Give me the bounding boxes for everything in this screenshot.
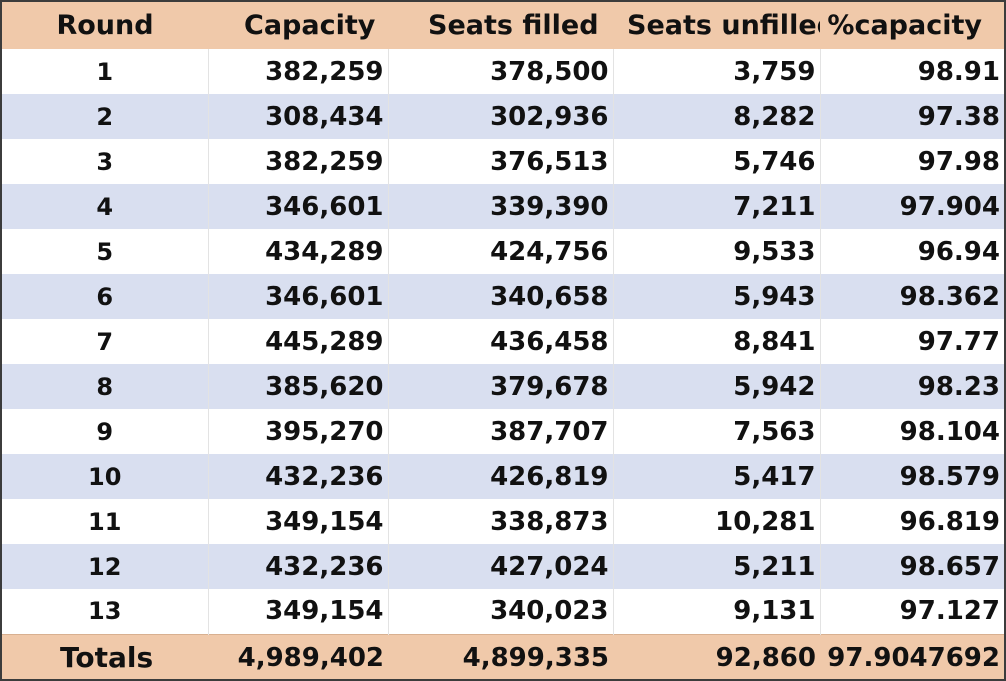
cell-percent-capacity: 96.94 — [819, 229, 1004, 274]
cell-seats-unfilled: 10,281 — [612, 499, 820, 544]
cell-seats-filled: 426,819 — [387, 454, 613, 499]
cell-seats-unfilled: 5,417 — [612, 454, 820, 499]
header-round: Round — [2, 2, 208, 49]
cell-round: 2 — [2, 94, 208, 139]
cell-seats-filled: 302,936 — [387, 94, 613, 139]
cell-seats-filled: 378,500 — [387, 49, 613, 94]
cell-capacity: 445,289 — [207, 319, 388, 364]
cell-capacity: 346,601 — [207, 274, 388, 319]
totals-row: Totals 4,989,402 4,899,335 92,860 97.904… — [2, 633, 1004, 679]
cell-seats-unfilled: 5,942 — [612, 364, 820, 409]
table-row: 8 385,620 379,678 5,942 98.23 — [2, 364, 1004, 409]
cell-percent-capacity: 96.819 — [819, 499, 1004, 544]
cell-round: 12 — [2, 544, 208, 589]
cell-round: 13 — [2, 589, 208, 634]
cell-round: 4 — [2, 184, 208, 229]
cell-percent-capacity: 97.98 — [819, 139, 1004, 184]
cell-percent-capacity: 98.104 — [819, 409, 1004, 454]
cell-capacity: 349,154 — [207, 589, 388, 634]
cell-capacity: 434,289 — [207, 229, 388, 274]
cell-seats-filled: 424,756 — [387, 229, 613, 274]
table-row: 1 382,259 378,500 3,759 98.91 — [2, 49, 1004, 94]
table-row: 2 308,434 302,936 8,282 97.38 — [2, 94, 1004, 139]
cell-round: 1 — [2, 49, 208, 94]
cell-seats-unfilled: 9,533 — [612, 229, 820, 274]
cell-seats-filled: 387,707 — [387, 409, 613, 454]
cell-seats-filled: 379,678 — [387, 364, 613, 409]
table-row: 11 349,154 338,873 10,281 96.819 — [2, 499, 1004, 544]
cell-seats-filled: 340,023 — [387, 589, 613, 634]
cell-seats-unfilled: 9,131 — [612, 589, 820, 634]
cell-seats-unfilled: 8,841 — [612, 319, 820, 364]
cell-seats-unfilled: 5,943 — [612, 274, 820, 319]
cell-percent-capacity: 98.91 — [819, 49, 1004, 94]
cell-round: 6 — [2, 274, 208, 319]
cell-seats-unfilled: 5,211 — [612, 544, 820, 589]
cell-seats-filled: 427,024 — [387, 544, 613, 589]
cell-seats-filled: 339,390 — [387, 184, 613, 229]
cell-seats-filled: 436,458 — [387, 319, 613, 364]
cell-seats-filled: 376,513 — [387, 139, 613, 184]
header-capacity: Capacity — [208, 2, 388, 49]
cell-capacity: 346,601 — [207, 184, 388, 229]
cell-capacity: 382,259 — [207, 139, 388, 184]
table-row: 6 346,601 340,658 5,943 98.362 — [2, 274, 1004, 319]
cell-capacity: 349,154 — [207, 499, 388, 544]
cell-round: 8 — [2, 364, 208, 409]
cell-round: 3 — [2, 139, 208, 184]
total-seats-filled: 4,899,335 — [388, 633, 613, 679]
totals-label: Totals — [2, 633, 208, 679]
cell-round: 9 — [2, 409, 208, 454]
cell-percent-capacity: 97.38 — [819, 94, 1004, 139]
header-seats-unfilled: Seats unfilled — [613, 2, 820, 49]
cell-percent-capacity: 97.904 — [819, 184, 1004, 229]
table-row: 3 382,259 376,513 5,746 97.98 — [2, 139, 1004, 184]
cell-seats-filled: 338,873 — [387, 499, 613, 544]
cell-round: 7 — [2, 319, 208, 364]
table-row: 10 432,236 426,819 5,417 98.579 — [2, 454, 1004, 499]
cell-round: 10 — [2, 454, 208, 499]
cell-percent-capacity: 98.657 — [819, 544, 1004, 589]
cell-seats-filled: 340,658 — [387, 274, 613, 319]
cell-percent-capacity: 98.362 — [819, 274, 1004, 319]
cell-seats-unfilled: 3,759 — [612, 49, 820, 94]
header-row: Round Capacity Seats filled Seats unfill… — [2, 2, 1004, 49]
cell-percent-capacity: 97.77 — [819, 319, 1004, 364]
total-percent-capacity: 97.9047692 — [820, 633, 1004, 679]
cell-capacity: 385,620 — [207, 364, 388, 409]
table-row: 13 349,154 340,023 9,131 97.127 — [2, 589, 1004, 634]
cell-percent-capacity: 98.23 — [819, 364, 1004, 409]
header-seats-filled: Seats filled — [388, 2, 613, 49]
cell-percent-capacity: 98.579 — [819, 454, 1004, 499]
cell-capacity: 395,270 — [207, 409, 388, 454]
cell-capacity: 382,259 — [207, 49, 388, 94]
cell-seats-unfilled: 5,746 — [612, 139, 820, 184]
cell-seats-unfilled: 7,211 — [612, 184, 820, 229]
cell-seats-unfilled: 8,282 — [612, 94, 820, 139]
table-row: 9 395,270 387,707 7,563 98.104 — [2, 409, 1004, 454]
cell-capacity: 432,236 — [207, 544, 388, 589]
cell-capacity: 432,236 — [207, 454, 388, 499]
total-capacity: 4,989,402 — [208, 633, 388, 679]
cell-percent-capacity: 97.127 — [819, 589, 1004, 634]
header-percent-capacity: %capacity — [820, 2, 1004, 49]
cell-round: 5 — [2, 229, 208, 274]
total-seats-unfilled: 92,860 — [613, 633, 820, 679]
cell-seats-unfilled: 7,563 — [612, 409, 820, 454]
table-row: 12 432,236 427,024 5,211 98.657 — [2, 544, 1004, 589]
table-row: 4 346,601 339,390 7,211 97.904 — [2, 184, 1004, 229]
cell-round: 11 — [2, 499, 208, 544]
cell-capacity: 308,434 — [207, 94, 388, 139]
table-row: 5 434,289 424,756 9,533 96.94 — [2, 229, 1004, 274]
table-row: 7 445,289 436,458 8,841 97.77 — [2, 319, 1004, 364]
